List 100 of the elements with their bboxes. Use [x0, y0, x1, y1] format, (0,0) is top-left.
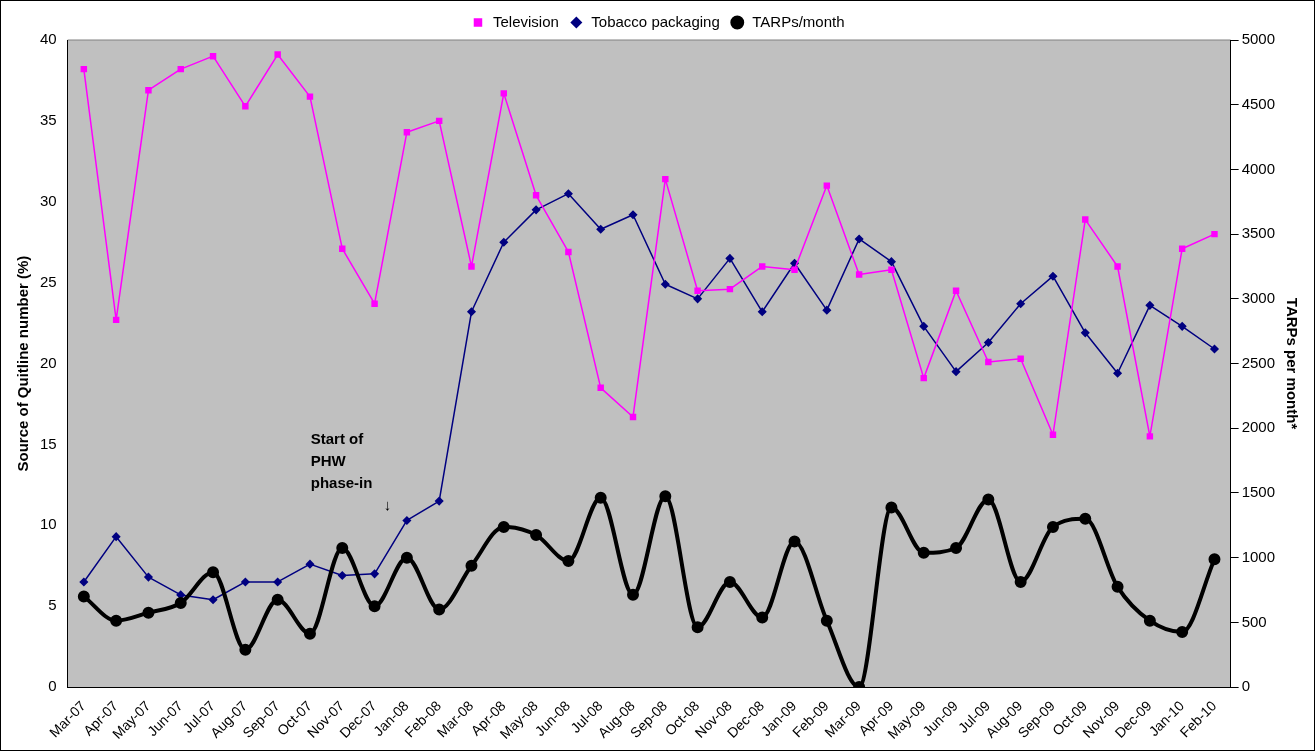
point — [145, 86, 152, 94]
point — [402, 516, 412, 525]
point — [1017, 355, 1024, 362]
point — [433, 603, 446, 616]
point — [371, 300, 378, 307]
point — [111, 532, 121, 541]
point — [888, 266, 895, 273]
y-tick-label: 25 — [40, 272, 57, 290]
point — [1046, 520, 1059, 533]
point — [467, 307, 476, 317]
point — [80, 65, 88, 73]
point — [338, 571, 347, 580]
point — [1176, 626, 1189, 639]
point — [1014, 575, 1027, 588]
point — [950, 541, 963, 554]
point — [726, 285, 734, 293]
point — [1082, 216, 1089, 223]
y2-tick-label: 1000 — [1241, 547, 1276, 565]
point — [791, 266, 798, 273]
point — [177, 65, 184, 73]
point — [1113, 369, 1122, 378]
y-tick-label: 35 — [40, 111, 57, 129]
y-tick-label: 0 — [48, 677, 57, 695]
point — [1210, 344, 1219, 354]
point — [336, 541, 349, 554]
point — [822, 305, 832, 315]
y-axis-title: Source of Quitline number (%) — [14, 255, 32, 472]
y2-tick-label: 0 — [1241, 677, 1250, 695]
point — [142, 606, 155, 619]
point — [434, 496, 444, 506]
y-tick-label: 40 — [40, 30, 57, 48]
y2-tick-label: 4000 — [1241, 159, 1276, 177]
point — [500, 90, 508, 97]
point — [919, 322, 928, 331]
y2-tick-label: 1500 — [1241, 483, 1276, 501]
point — [920, 374, 927, 382]
point — [207, 566, 220, 579]
point — [499, 237, 509, 247]
point — [1145, 301, 1155, 310]
point — [628, 210, 638, 219]
point — [1081, 328, 1090, 338]
point — [403, 128, 411, 136]
point — [1111, 580, 1124, 593]
point — [565, 248, 572, 256]
point — [1208, 553, 1221, 566]
point — [757, 307, 767, 317]
point — [339, 245, 346, 252]
point — [144, 572, 153, 582]
point — [564, 189, 573, 198]
point — [629, 413, 637, 421]
point — [305, 559, 315, 569]
annotation: Start of PHW phase-in ↓ — [310, 430, 392, 514]
y2-tick-label: 4500 — [1241, 94, 1276, 112]
point — [1178, 245, 1186, 252]
y-tick-label: 20 — [40, 353, 57, 371]
point — [465, 559, 478, 572]
legend-label: Tobacco packaging — [591, 12, 720, 30]
point — [306, 93, 314, 100]
point — [659, 490, 672, 503]
point — [1146, 433, 1154, 440]
point — [532, 192, 540, 199]
point — [1079, 512, 1092, 525]
point — [110, 614, 123, 627]
point — [531, 205, 541, 215]
point — [823, 182, 831, 189]
point — [1049, 431, 1057, 438]
point — [368, 600, 381, 613]
point — [241, 577, 250, 587]
point — [1211, 230, 1218, 238]
point — [596, 225, 605, 234]
point — [435, 117, 443, 125]
point — [400, 551, 413, 564]
point — [208, 595, 218, 604]
point — [112, 316, 120, 324]
point — [468, 263, 475, 270]
point — [917, 546, 930, 559]
point — [174, 596, 187, 609]
y2-tick-label: 3500 — [1241, 224, 1276, 242]
point — [1048, 271, 1058, 281]
point — [1016, 299, 1025, 308]
point — [274, 51, 281, 58]
y-tick-label: 15 — [40, 434, 57, 452]
point — [597, 384, 604, 392]
point — [242, 103, 249, 110]
point — [1143, 614, 1156, 627]
point — [627, 588, 640, 601]
point — [303, 627, 316, 640]
point — [887, 257, 896, 266]
point — [273, 577, 282, 587]
y2-axis-title: TARPs per month* — [1283, 297, 1301, 430]
point — [1114, 263, 1121, 270]
point — [820, 614, 833, 627]
legend-label: Television — [492, 12, 559, 30]
point — [756, 611, 769, 624]
point — [885, 501, 898, 514]
point — [271, 593, 284, 606]
y-tick-label: 10 — [40, 515, 57, 533]
y2-tick-label: 500 — [1241, 612, 1267, 630]
point — [694, 287, 701, 294]
point — [530, 529, 543, 542]
